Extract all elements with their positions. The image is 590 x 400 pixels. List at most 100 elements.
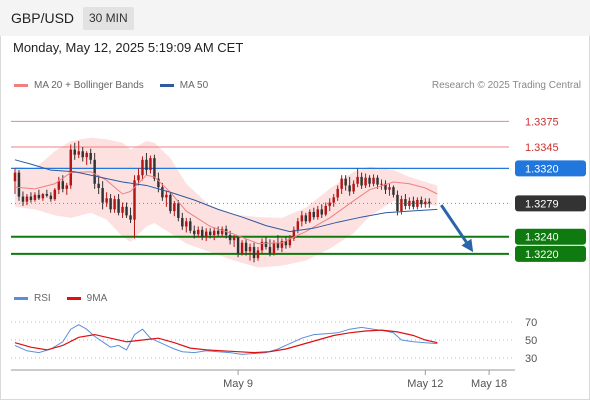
candle-body [105,198,108,203]
candle-body [428,201,431,204]
ma50-legend-label: MA 50 [179,80,209,91]
support-level-label-box [515,228,586,245]
candle-body [396,194,399,212]
candle-body [284,241,288,246]
ma20-line [14,171,438,245]
candle-body [113,199,116,210]
candle-body [276,242,280,248]
candle-body [145,159,148,171]
ma20-swatch [14,84,28,87]
candle-body [133,180,136,220]
candle-body [69,149,72,186]
candle-body [185,221,188,227]
candle-body [300,215,304,222]
candle-body [328,202,331,206]
candle-body [316,209,320,218]
candle-body [288,238,292,246]
candle-body [125,206,128,216]
ma20-legend-label: MA 20 + Bollinger Bands [34,80,144,91]
candle-body [404,199,407,206]
candle-body [292,229,296,239]
candle-body [388,187,391,190]
candle-body [141,159,144,176]
candle-body [121,206,124,213]
candle-body [101,188,104,203]
candle-body [392,187,395,195]
candle-body [416,199,419,207]
rsi-legend-label: RSI [34,293,51,304]
candle-body [200,229,204,237]
rsi-tick-label: 70 [525,317,537,329]
candle-body [21,196,25,202]
candle-body [236,237,240,253]
candle-body [53,189,57,200]
candle-body [400,199,403,212]
candle-body [356,176,359,184]
candle-body [260,241,264,251]
candle-body [149,158,152,171]
candle-body [340,178,343,189]
support-level-label: 1.3220 [525,249,559,261]
candle-body [332,197,335,203]
rsi-ma-line [14,329,438,354]
rsi-legend: RSI 9MA [14,293,107,304]
candle-body [244,242,248,252]
candle-body [29,196,33,200]
candle-body [256,250,260,259]
candle-body [173,203,176,212]
rsi-line [14,324,438,355]
candle-body [320,209,323,215]
candle-body [89,152,92,160]
pivot-level-label: 1.3320 [525,163,559,175]
candle-body [161,187,164,198]
candle-body [193,230,196,235]
candle-body [412,200,415,207]
pivot-level-label-box [515,160,586,177]
candle-body [424,201,427,205]
candle-body [17,172,21,197]
candle-body [268,246,272,253]
candle-body [81,151,84,158]
candle-body [252,246,256,259]
candle-body [177,203,180,218]
candle-body [348,185,351,192]
x-tick-label: May 18 [471,378,507,390]
candle-body [45,194,49,196]
research-credit: Research © 2025 Trading Central [431,80,581,91]
candle-body [420,199,423,205]
candle-body [129,215,132,220]
candle-body [344,178,347,186]
candle-body [85,152,88,158]
current-level-label: 1.3279 [525,198,559,210]
current-level-label-box [515,195,586,212]
support-level-label-box [515,245,586,262]
bollinger-band-area [14,137,438,268]
x-tick-label: May 12 [407,378,443,390]
candle-body [181,217,184,227]
candle-body [216,230,220,235]
candle-body [33,194,37,200]
support-level-label: 1.3240 [525,232,559,244]
candle-body [41,194,45,199]
candle-body [197,229,200,235]
candle-body [25,196,29,202]
candle-body [372,177,375,184]
candle-body [117,199,120,213]
timeframe-button[interactable]: 30 MIN [83,7,134,30]
candle-body [264,241,268,247]
rsi-swatch [14,297,28,300]
candle-body [57,181,61,190]
candle-body [13,172,17,182]
candle-body [240,242,244,253]
candle-body [360,176,363,186]
resistance-level-label: 1.3375 [525,116,559,128]
timestamp: Monday, May 12, 2025 5:19:09 AM CET [13,40,244,55]
candle-body [352,183,355,192]
candle-body [137,175,140,181]
candle-body [97,183,100,189]
candle-body [368,177,371,184]
candle-body [153,158,156,179]
candle-body [380,183,383,185]
ma50-swatch [159,84,174,87]
